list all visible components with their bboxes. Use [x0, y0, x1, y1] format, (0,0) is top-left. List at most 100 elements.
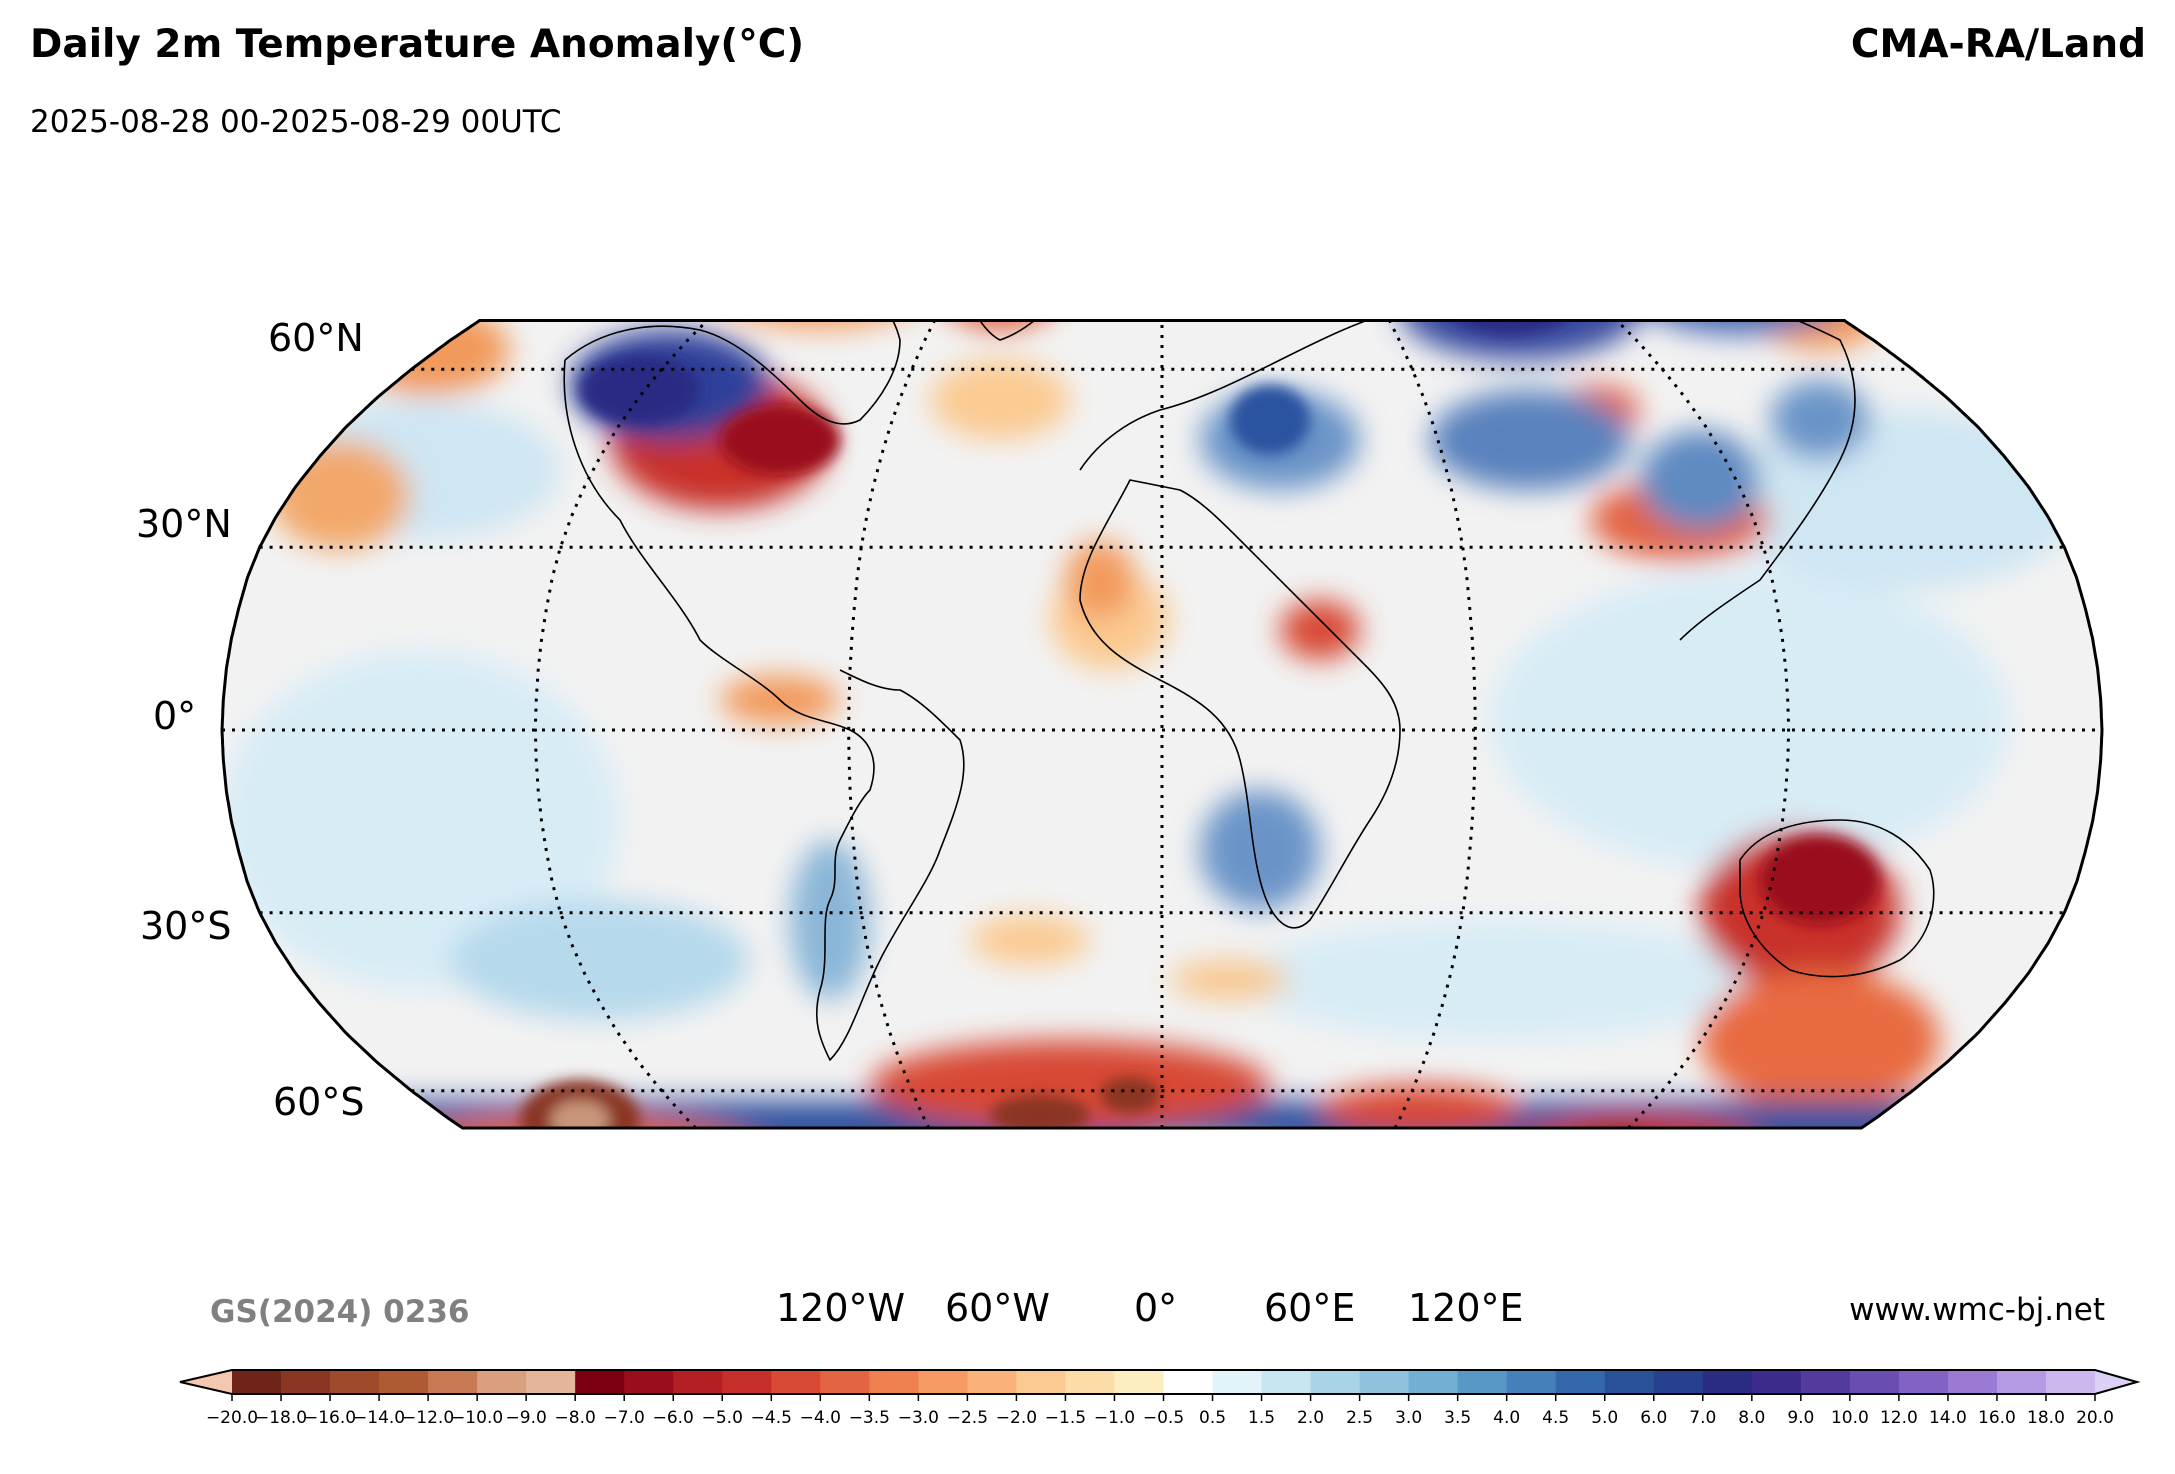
colorbar-tick-label: 12.0	[1880, 1408, 1918, 1428]
colorbar-tick-label: −3.0	[898, 1408, 939, 1428]
colorbar-cell	[1751, 1370, 1802, 1394]
anomaly-region	[710, 320, 930, 330]
colorbar-tick-label: 2.5	[1346, 1408, 1373, 1428]
anomaly-region	[790, 840, 870, 1000]
colorbar-tick-label: −1.0	[1094, 1408, 1135, 1428]
anomaly-field-hotspots	[520, 320, 1880, 1152]
anomaly-region	[1760, 835, 1880, 925]
anomaly-region	[1170, 960, 1290, 1000]
colorbar-cell	[624, 1370, 674, 1394]
colorbar-cell	[281, 1370, 331, 1394]
anomaly-region	[990, 1095, 1090, 1128]
colorbar-cell	[771, 1370, 821, 1394]
colorbar-tick-label: 5.0	[1591, 1408, 1618, 1428]
coastlines	[300, 320, 1950, 1240]
anomaly-region	[940, 320, 1060, 330]
colorbar-cell	[722, 1370, 772, 1394]
colorbar-tick-label: 3.0	[1395, 1408, 1422, 1428]
colorbar-cell	[330, 1370, 380, 1394]
colorbar-cell	[575, 1370, 625, 1394]
colorbar-tick-label: −4.0	[800, 1408, 841, 1428]
colorbar-tick-label: −3.5	[849, 1408, 890, 1428]
lon-label-60w: 60°W	[945, 1286, 1050, 1330]
colorbar-cell	[1849, 1370, 1900, 1394]
anomaly-region	[970, 915, 1090, 965]
colorbar-cell	[1065, 1370, 1115, 1394]
colorbar-cells	[232, 1370, 2096, 1394]
colorbar-cell	[1457, 1370, 1508, 1394]
colorbar-ticks: −20.0−18.0−16.0−14.0−12.0−10.0 −9.0 −8.0 −7…	[206, 1394, 2114, 1428]
gridline-lon-120e	[1615, 320, 1791, 1128]
colorbar-cell	[1800, 1370, 1851, 1394]
colorbar-tick-label: 4.5	[1542, 1408, 1569, 1428]
colorbar-tick-label: −0.5	[1143, 1408, 1184, 1428]
anomaly-region	[1240, 920, 1760, 1040]
colorbar-tick-label: −5.0	[702, 1408, 743, 1428]
lat-label-60s: 60°S	[273, 1080, 365, 1124]
colorbar-cell	[428, 1370, 478, 1394]
colorbar-cell	[1653, 1370, 1704, 1394]
colorbar-tick-label: −4.5	[751, 1408, 792, 1428]
anomaly-region	[720, 405, 840, 475]
anomaly-region	[1320, 1085, 1520, 1128]
colorbar-tick-label: 2.0	[1297, 1408, 1324, 1428]
colorbar-cell	[967, 1370, 1017, 1394]
lon-label-60e: 60°E	[1264, 1286, 1356, 1330]
colorbar-cell	[1555, 1370, 1606, 1394]
colorbar-cell	[232, 1370, 282, 1394]
colorbar-tick-label: −6.0	[653, 1408, 694, 1428]
colorbar-cell	[477, 1370, 527, 1394]
colorbar-tick-label: −12.0	[402, 1408, 454, 1428]
temperature-anomaly-map	[220, 180, 2104, 1240]
lat-label-60n: 60°N	[268, 316, 364, 360]
colorbar-tick-label: 10.0	[1831, 1408, 1869, 1428]
map-field	[222, 180, 2102, 1240]
colorbar-tick-label: 6.0	[1640, 1408, 1667, 1428]
antarctica-coastline	[300, 1156, 1950, 1240]
colorbar-tick-label: 20.0	[2076, 1408, 2114, 1428]
anomaly-region	[1200, 215, 1320, 275]
anomaly-region	[1760, 320, 1880, 350]
anomaly-region	[1230, 385, 1310, 455]
anomaly-region	[1360, 200, 1480, 260]
colorbar-cell	[2045, 1370, 2096, 1394]
lat-label-equator: 0°	[153, 694, 197, 738]
colorbar-cell	[379, 1370, 429, 1394]
anomaly-region	[870, 1040, 1270, 1128]
colorbar-tick-label: −18.0	[255, 1408, 307, 1428]
greenland-coastline	[949, 320, 1085, 341]
colorbar-tick-label: −9.0	[506, 1408, 547, 1428]
north-america-coastline	[564, 320, 901, 425]
anomaly-region	[1065, 540, 1135, 620]
colorbar-cell	[820, 1370, 870, 1394]
colorbar-cell	[673, 1370, 723, 1394]
gridline-lon-120w	[533, 320, 709, 1128]
americas-coastline	[563, 359, 965, 1061]
anomaly-region	[680, 1180, 900, 1240]
anomaly-region	[1570, 1145, 1830, 1225]
colorbar-cell	[1310, 1370, 1361, 1394]
anomaly-region	[680, 215, 920, 295]
anomaly-region	[1580, 1128, 1660, 1152]
anomaly-region	[222, 650, 620, 990]
colorbar-cell	[918, 1370, 968, 1394]
colorbar-cell	[1898, 1370, 1949, 1394]
colorbar-cell	[1604, 1370, 1655, 1394]
anomaly-region	[930, 360, 1070, 440]
colorbar-tick-label: 16.0	[1978, 1408, 2016, 1428]
gridlines	[222, 320, 2102, 1128]
colorbar-tick-label: 1.5	[1248, 1408, 1275, 1428]
colorbar-cell	[1212, 1370, 1263, 1394]
colorbar-tick-label: 8.0	[1738, 1408, 1765, 1428]
anomaly-region	[580, 355, 700, 425]
anomaly-region	[1400, 320, 1640, 360]
anomaly-region	[1770, 380, 1870, 460]
map-title: Daily 2m Temperature Anomaly(°C)	[30, 22, 805, 67]
colorbar-tick-label: −10.0	[451, 1408, 503, 1428]
website-label: www.wmc-bj.net	[1849, 1292, 2105, 1328]
anomaly-region	[400, 180, 1800, 230]
colorbar-tick-label: 3.5	[1444, 1408, 1471, 1428]
colorbar-tick-label: 7.0	[1689, 1408, 1716, 1428]
data-source-label: CMA-RA/Land	[1850, 22, 2146, 67]
anomaly-region	[1490, 570, 2010, 870]
